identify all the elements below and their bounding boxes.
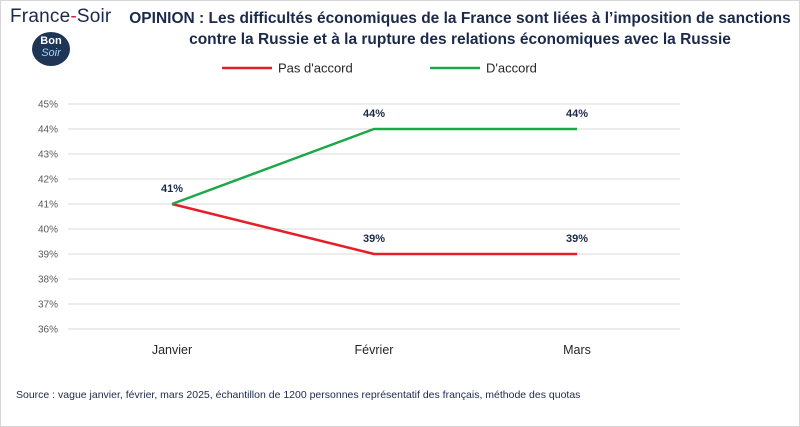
brand-logo: France-Soir xyxy=(10,6,111,28)
x-tick-label: Janvier xyxy=(152,343,192,357)
y-tick-label: 40% xyxy=(38,225,58,236)
badge-line2: Soir xyxy=(41,47,61,59)
y-tick-label: 38% xyxy=(38,275,58,286)
y-tick-label: 36% xyxy=(38,325,58,336)
badge-line1: Bon xyxy=(40,35,62,47)
y-tick-label: 37% xyxy=(38,300,58,311)
y-tick-label: 42% xyxy=(38,175,58,186)
y-tick-label: 45% xyxy=(38,100,58,111)
y-tick-label: 43% xyxy=(38,150,58,161)
series-line xyxy=(171,202,577,256)
data-label: 39% xyxy=(363,233,385,245)
y-tick-label: 41% xyxy=(38,200,58,211)
data-label: 44% xyxy=(566,108,588,120)
chart-title: OPINION : Les difficultés économiques de… xyxy=(129,10,791,48)
data-label: 41% xyxy=(161,183,183,195)
data-label: 39% xyxy=(566,233,588,245)
y-tick-label: 39% xyxy=(38,250,58,261)
legend-entry: Pas d'accord xyxy=(278,61,353,76)
brand-name-dash: - xyxy=(70,6,77,27)
series-line xyxy=(171,127,577,206)
y-tick-label: 44% xyxy=(38,125,58,136)
x-tick-label: Février xyxy=(355,343,394,357)
legend-entry: D'accord xyxy=(486,61,537,76)
source-note: Source : vague janvier, février, mars 20… xyxy=(16,389,581,401)
bon-soir-badge: Bon Soir xyxy=(32,32,70,66)
data-label: 44% xyxy=(363,108,385,120)
x-tick-label: Mars xyxy=(563,343,591,357)
brand-name-right: Soir xyxy=(76,6,112,27)
brand-name-left: France xyxy=(10,6,71,27)
